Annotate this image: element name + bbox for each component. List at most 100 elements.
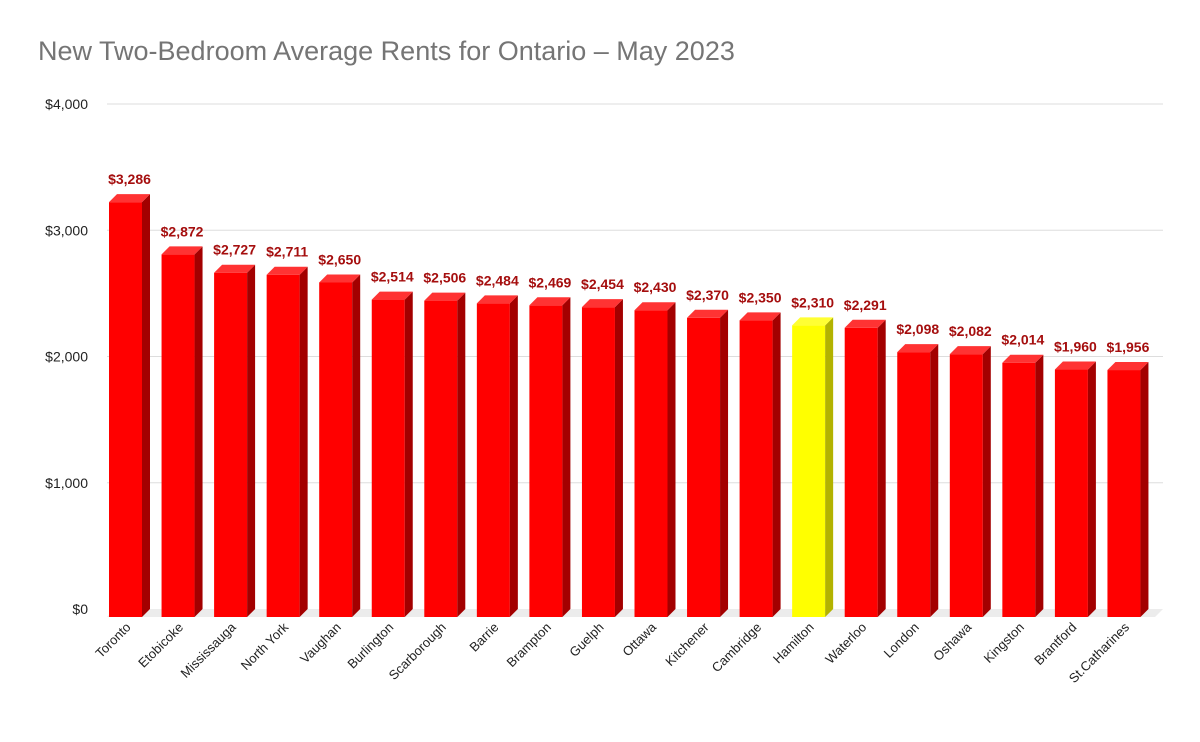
x-tick-label: Toronto	[92, 620, 133, 661]
bar-top	[319, 274, 361, 283]
x-tick-label: Guelph	[566, 620, 606, 660]
bar-waterloo	[844, 319, 886, 617]
bar-guelph	[581, 299, 623, 617]
data-label: $2,506	[423, 270, 466, 286]
bar-top	[687, 309, 729, 318]
x-tick-label: Ottawa	[619, 619, 659, 659]
data-label: $2,872	[161, 223, 204, 239]
x-tick-label: Oshawa	[930, 619, 975, 664]
x-tick-label: Vaughan	[297, 620, 344, 667]
bar-top	[739, 312, 781, 321]
x-tick-label: Etobicoke	[135, 620, 186, 671]
x-tick-label: Kitchener	[662, 619, 712, 669]
bar-front	[476, 303, 510, 617]
bar-front	[319, 282, 353, 617]
bar-burlington	[371, 291, 413, 617]
data-label: $2,727	[213, 242, 256, 258]
bar-vaughan	[319, 274, 361, 617]
bar-side	[509, 295, 518, 617]
bar-st-catharines	[1107, 362, 1149, 617]
bar-top	[1002, 354, 1044, 363]
bar-front	[634, 310, 668, 617]
bar-top	[844, 319, 886, 328]
data-label: $2,484	[476, 272, 519, 288]
bar-side	[877, 319, 886, 617]
bar-front	[844, 327, 878, 617]
data-label: $2,430	[634, 279, 677, 295]
y-tick-label: $2,000	[45, 349, 88, 365]
data-label: $2,082	[949, 323, 992, 339]
bar-top	[949, 346, 991, 355]
data-label: $2,310	[791, 294, 834, 310]
y-tick-label: $0	[72, 601, 88, 617]
bar-side	[194, 246, 203, 617]
bar-kingston	[1002, 354, 1044, 617]
bar-cambridge	[739, 312, 781, 617]
bar-front	[897, 352, 931, 617]
bar-top	[634, 302, 676, 311]
bar-front	[371, 299, 405, 617]
bar-side	[247, 264, 256, 617]
bar-front	[1002, 362, 1036, 617]
bar-front	[687, 317, 721, 617]
bar-front	[529, 305, 563, 617]
data-label: $3,286	[108, 171, 151, 187]
bar-side	[562, 297, 571, 617]
bar-top	[424, 292, 466, 301]
bar-brantford	[1054, 361, 1096, 617]
bar-side	[404, 291, 413, 617]
bar-kitchener	[687, 309, 729, 617]
bar-top	[161, 246, 203, 255]
bar-scarborough	[424, 292, 466, 617]
bar-side	[299, 266, 308, 617]
bar-top	[1107, 362, 1149, 371]
x-tick-label: Brampton	[504, 620, 554, 670]
chart-title: New Two-Bedroom Average Rents for Ontari…	[38, 36, 735, 66]
bar-top	[1054, 361, 1096, 370]
bar-front	[739, 320, 773, 617]
data-label: $1,960	[1054, 339, 1097, 355]
x-tick-label: Brantford	[1031, 620, 1079, 668]
y-tick-label: $1,000	[45, 475, 88, 491]
bar-top	[529, 297, 571, 306]
bar-side	[1035, 354, 1044, 617]
bar-side	[982, 346, 991, 617]
x-tick-label: North York	[238, 619, 292, 673]
bar-side	[720, 309, 729, 617]
bar-top	[581, 299, 623, 308]
bar-front	[161, 254, 195, 617]
data-label: $2,454	[581, 276, 624, 292]
bar-side	[825, 317, 834, 617]
x-tick-label: Hamilton	[770, 620, 817, 667]
bar-ottawa	[634, 302, 676, 617]
data-label: $2,350	[739, 289, 782, 305]
bar-top	[792, 317, 834, 326]
data-label: $2,098	[896, 321, 939, 337]
bar-side	[1087, 361, 1096, 617]
data-label: $2,469	[528, 274, 571, 290]
data-label: $2,711	[266, 244, 308, 260]
bar-side	[772, 312, 781, 617]
bar-side	[614, 299, 623, 617]
bar-front	[214, 272, 248, 617]
x-tick-label: Kingston	[981, 620, 1027, 666]
data-label: $2,014	[1001, 332, 1044, 348]
bar-front	[109, 202, 142, 617]
bar-top	[476, 295, 518, 304]
bar-barrie	[476, 295, 518, 617]
x-tick-label: Cambridge	[709, 620, 765, 676]
bar-side	[142, 194, 150, 617]
bar-front	[266, 274, 300, 617]
data-label: $2,370	[686, 287, 729, 303]
bar-london	[897, 344, 939, 617]
bar-side	[352, 274, 361, 617]
bar-mississauga	[214, 264, 256, 617]
y-tick-label: $3,000	[45, 222, 88, 238]
x-tick-label: Mississauga	[178, 619, 240, 681]
bar-oshawa	[949, 346, 991, 617]
bar-top	[897, 344, 939, 353]
bar-front	[424, 300, 458, 617]
bar-brampton	[529, 297, 571, 617]
bar-front	[792, 325, 826, 617]
